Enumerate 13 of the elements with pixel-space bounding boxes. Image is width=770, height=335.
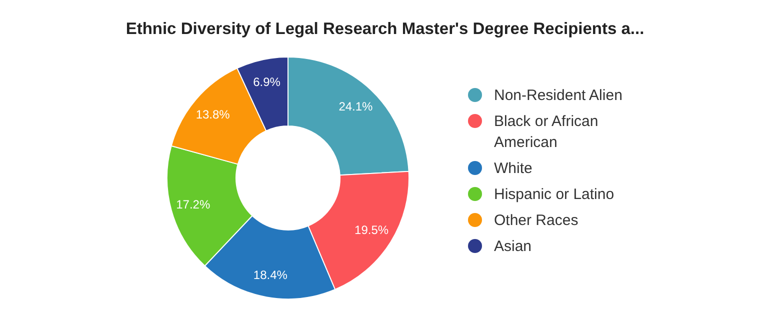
legend-label: Hispanic or Latino xyxy=(494,186,614,202)
data-label: 13.8% xyxy=(196,107,230,122)
data-label: 6.9% xyxy=(253,74,281,89)
data-label: 19.5% xyxy=(354,223,389,238)
data-label: 18.4% xyxy=(253,268,288,282)
legend-label: Non-Resident Alien xyxy=(494,86,622,104)
legend-label: Other Races xyxy=(494,212,578,228)
legend-label: Black or African American xyxy=(494,112,598,150)
legend-label: Asian xyxy=(494,238,532,254)
chart-title: Ethnic Diversity of Legal Research Master's Degree Recipients a... xyxy=(126,20,644,38)
data-label: 24.1% xyxy=(338,99,374,114)
legend-label: White xyxy=(494,160,532,176)
data-label: 17.2% xyxy=(176,197,210,212)
